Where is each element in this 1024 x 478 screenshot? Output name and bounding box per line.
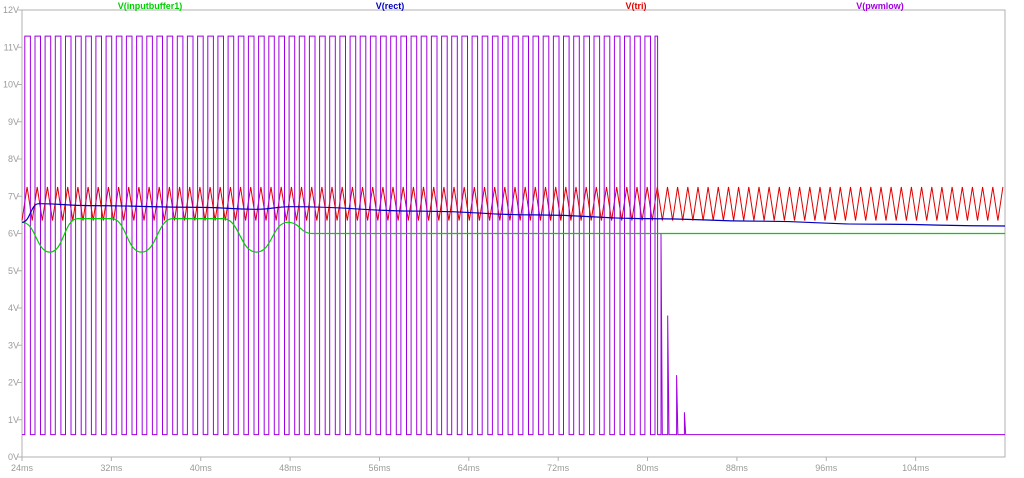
x-tick-label: 48ms xyxy=(279,463,302,473)
trace-rect xyxy=(21,203,1006,227)
label-tri: V(tri) xyxy=(626,1,647,11)
y-tick-label: 7V xyxy=(8,191,19,201)
y-tick-label: 12V xyxy=(3,5,19,15)
y-tick-label: 6V xyxy=(8,229,19,239)
y-tick-label: 2V xyxy=(8,378,19,388)
y-tick-label: 3V xyxy=(8,340,19,350)
x-tick-label: 88ms xyxy=(726,463,749,473)
trace-labels: V(inputbuffer1) V(rect) V(tri) V(pwmlow) xyxy=(118,1,904,11)
y-tick-label: 9V xyxy=(8,117,19,127)
y-tick-label: 11V xyxy=(4,42,19,52)
y-tick-label: 0V xyxy=(8,452,19,462)
x-tick-label: 72ms xyxy=(547,463,570,473)
y-tick-label: 5V xyxy=(8,266,19,276)
x-tick-label: 96ms xyxy=(815,463,838,473)
trace-inputbuffer1 xyxy=(21,217,1005,253)
x-tick-label: 40ms xyxy=(190,463,213,473)
traces xyxy=(21,35,1006,436)
trace-pwmlow xyxy=(22,35,1005,436)
x-tick-label: 32ms xyxy=(100,463,123,473)
y-axis-ticks: 0V 1V 2V 3V 4V 5V 6V 7V 8V 9V 10V 11V 12V xyxy=(3,5,22,462)
label-inputbuffer1: V(inputbuffer1) xyxy=(118,1,183,11)
x-tick-label: 104ms xyxy=(902,463,930,473)
x-tick-label: 80ms xyxy=(637,463,660,473)
label-rect: V(rect) xyxy=(376,1,405,11)
x-tick-label: 56ms xyxy=(368,463,391,473)
x-tick-label: 64ms xyxy=(458,463,481,473)
x-tick-label: 24ms xyxy=(11,463,34,473)
y-tick-label: 10V xyxy=(3,80,19,90)
y-tick-label: 4V xyxy=(8,303,19,313)
y-tick-label: 1V xyxy=(8,415,19,425)
label-pwmlow: V(pwmlow) xyxy=(856,1,904,11)
x-axis-ticks: 24ms 32ms 40ms 48ms 56ms 64ms 72ms 80ms 88ms 96ms… xyxy=(11,457,930,473)
y-tick-label: 8V xyxy=(8,154,19,164)
